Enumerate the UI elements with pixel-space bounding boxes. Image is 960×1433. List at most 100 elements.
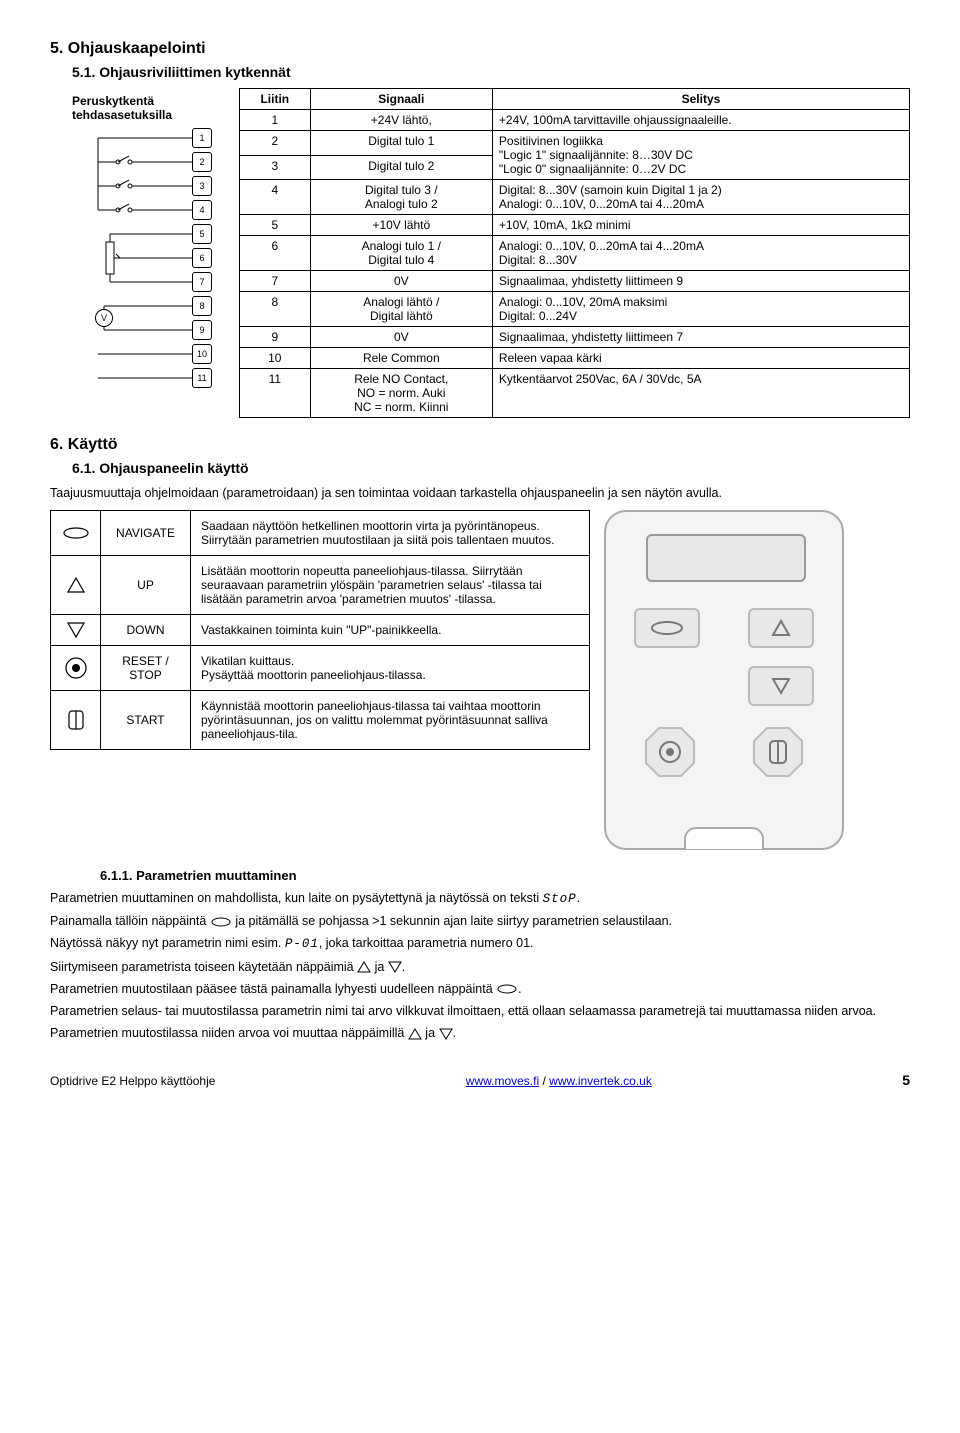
text: Siirtymiseen parametrista toiseen käytet…: [50, 960, 357, 974]
footer-left: Optidrive E2 Helppo käyttöohje: [50, 1074, 215, 1088]
heading-6-1: 6.1. Ohjauspaneelin käyttö: [72, 460, 910, 476]
navigate-icon: [496, 983, 518, 995]
table-header-row: Liitin Signaali Selitys: [239, 89, 909, 110]
terminal-box: 9: [192, 320, 212, 340]
keypad-row: UPLisätään moottorin nopeutta paneeliohj…: [51, 556, 590, 615]
keypad-icon-cell: [51, 511, 101, 556]
wiring-intro-label: Peruskytkentä tehdasasetuksilla: [72, 94, 225, 122]
kp-stop: [642, 724, 698, 780]
navigate-icon: [210, 916, 232, 928]
text: Parametrien muutostilaan pääsee tästä pa…: [50, 982, 496, 996]
cell-selitys: +24V, 100mA tarvittaville ohjaussignaale…: [492, 110, 909, 131]
keypad-label-cell: DOWN: [101, 615, 191, 646]
voltmeter-symbol: V: [95, 309, 113, 327]
cell-liitin: 3: [239, 155, 310, 180]
terminal-box: 1: [192, 128, 212, 148]
p611-6: Parametrien selaus- tai muutostilassa pa…: [50, 1002, 910, 1020]
keypad-desc-cell: Lisätään moottorin nopeutta paneeliohjau…: [191, 556, 590, 615]
footer-link-2[interactable]: www.invertek.co.uk: [549, 1074, 652, 1088]
heading-5: 5. Ohjauskaapelointi: [50, 40, 910, 58]
terminal-box: 10: [192, 344, 212, 364]
cell-signaali: Digital tulo 2: [310, 155, 492, 180]
cell-selitys: Kytkentäarvot 250Vac, 6A / 30Vdc, 5A: [492, 369, 909, 418]
cell-liitin: 5: [239, 215, 310, 236]
cell-liitin: 2: [239, 131, 310, 156]
key-icon: [66, 708, 86, 732]
keypad-desc-cell: Vikatilan kuittaus. Pysäyttää moottorin …: [191, 646, 590, 691]
col-liitin: Liitin: [239, 89, 310, 110]
down-icon: [388, 961, 402, 973]
keypad-notch: [684, 827, 764, 849]
keypad-label-cell: RESET / STOP: [101, 646, 191, 691]
keypad-desc-cell: Käynnistää moottorin paneeliohjaus-tilas…: [191, 691, 590, 750]
kp-start: [750, 724, 806, 780]
seg-text: StoP: [543, 892, 577, 906]
seg-text: P-01: [285, 937, 319, 951]
key-icon: [66, 621, 86, 639]
cell-selitys: Releen vapaa kärki: [492, 348, 909, 369]
cell-liitin: 8: [239, 292, 310, 327]
key-icon: [66, 576, 86, 594]
keypad-label-cell: NAVIGATE: [101, 511, 191, 556]
cell-signaali: Digital tulo 1: [310, 131, 492, 156]
p611-4: Siirtymiseen parametrista toiseen käytet…: [50, 958, 910, 976]
cell-liitin: 9: [239, 327, 310, 348]
text: Parametrien muutostilassa niiden arvoa v…: [50, 1026, 408, 1040]
p611-3: Näytössä näkyy nyt parametrin nimi esim.…: [50, 934, 910, 953]
terminal-box: 4: [192, 200, 212, 220]
footer-link-1[interactable]: www.moves.fi: [466, 1074, 539, 1088]
table-row: 5+10V lähtö+10V, 10mA, 1kΩ minimi: [239, 215, 909, 236]
keypad-desc-cell: Vastakkainen toiminta kuin "UP"-painikke…: [191, 615, 590, 646]
terminal-box: 6: [192, 248, 212, 268]
terminal-box: 11: [192, 368, 212, 388]
terminal-wiring-diagram: Peruskytkentä tehdasasetuksilla 12345678…: [72, 88, 225, 398]
keypad-illustration: [604, 510, 844, 850]
keypad-icon-cell: [51, 615, 101, 646]
text: Parametrien muuttaminen on mahdollista, …: [50, 891, 543, 905]
cell-selitys: Analogi: 0...10V, 20mA maksimi Digital: …: [492, 292, 909, 327]
cell-signaali: Analogi tulo 1 / Digital tulo 4: [310, 236, 492, 271]
kp-down: [748, 666, 814, 706]
cell-liitin: 4: [239, 180, 310, 215]
col-selitys: Selitys: [492, 89, 909, 110]
table-row: 1+24V lähtö,+24V, 100mA tarvittaville oh…: [239, 110, 909, 131]
text: .: [402, 960, 405, 974]
terminal-box: 8: [192, 296, 212, 316]
cell-signaali: Digital tulo 3 / Analogi tulo 2: [310, 180, 492, 215]
heading-6: 6. Käyttö: [50, 436, 910, 454]
terminal-box: 7: [192, 272, 212, 292]
keypad-icon-cell: [51, 646, 101, 691]
keypad-row: STARTKäynnistää moottorin paneeliohjaus-…: [51, 691, 590, 750]
col-signaali: Signaali: [310, 89, 492, 110]
keypad-icon-cell: [51, 556, 101, 615]
text: /: [539, 1074, 549, 1088]
cell-signaali: 0V: [310, 271, 492, 292]
cell-selitys: Digital: 8...30V (samoin kuin Digital 1 …: [492, 180, 909, 215]
down-icon: [439, 1028, 453, 1040]
kp-navigate: [634, 608, 700, 648]
page-footer: Optidrive E2 Helppo käyttöohje www.moves…: [50, 1072, 910, 1088]
text: ja pitämällä se pohjassa >1 sekunnin aja…: [232, 914, 672, 928]
keypad-row: NAVIGATESaadaan näyttöön hetkellinen moo…: [51, 511, 590, 556]
heading-6-1-1: 6.1.1. Parametrien muuttaminen: [100, 868, 910, 883]
cell-selitys: Signaalimaa, yhdistetty liittimeen 7: [492, 327, 909, 348]
cell-signaali: Rele NO Contact, NO = norm. Auki NC = no…: [310, 369, 492, 418]
cell-selitys: Positiivinen logiikka "Logic 1" signaali…: [492, 131, 909, 180]
keypad-row: RESET / STOPVikatilan kuittaus. Pysäyttä…: [51, 646, 590, 691]
cell-liitin: 7: [239, 271, 310, 292]
keypad-label-cell: UP: [101, 556, 191, 615]
terminal-box: 5: [192, 224, 212, 244]
terminal-box: 2: [192, 152, 212, 172]
cell-liitin: 1: [239, 110, 310, 131]
keypad-icon-cell: [51, 691, 101, 750]
text: .: [453, 1026, 456, 1040]
cell-liitin: 6: [239, 236, 310, 271]
table-row: 70VSignaalimaa, yhdistetty liittimeen 9: [239, 271, 909, 292]
cell-liitin: 10: [239, 348, 310, 369]
keypad-function-table: NAVIGATESaadaan näyttöön hetkellinen moo…: [50, 510, 590, 750]
text: .: [577, 891, 580, 905]
footer-center: www.moves.fi / www.invertek.co.uk: [466, 1074, 652, 1088]
text: Painamalla tällöin näppäintä: [50, 914, 210, 928]
table-row: 2Digital tulo 1Positiivinen logiikka "Lo…: [239, 131, 909, 156]
cell-signaali: +24V lähtö,: [310, 110, 492, 131]
